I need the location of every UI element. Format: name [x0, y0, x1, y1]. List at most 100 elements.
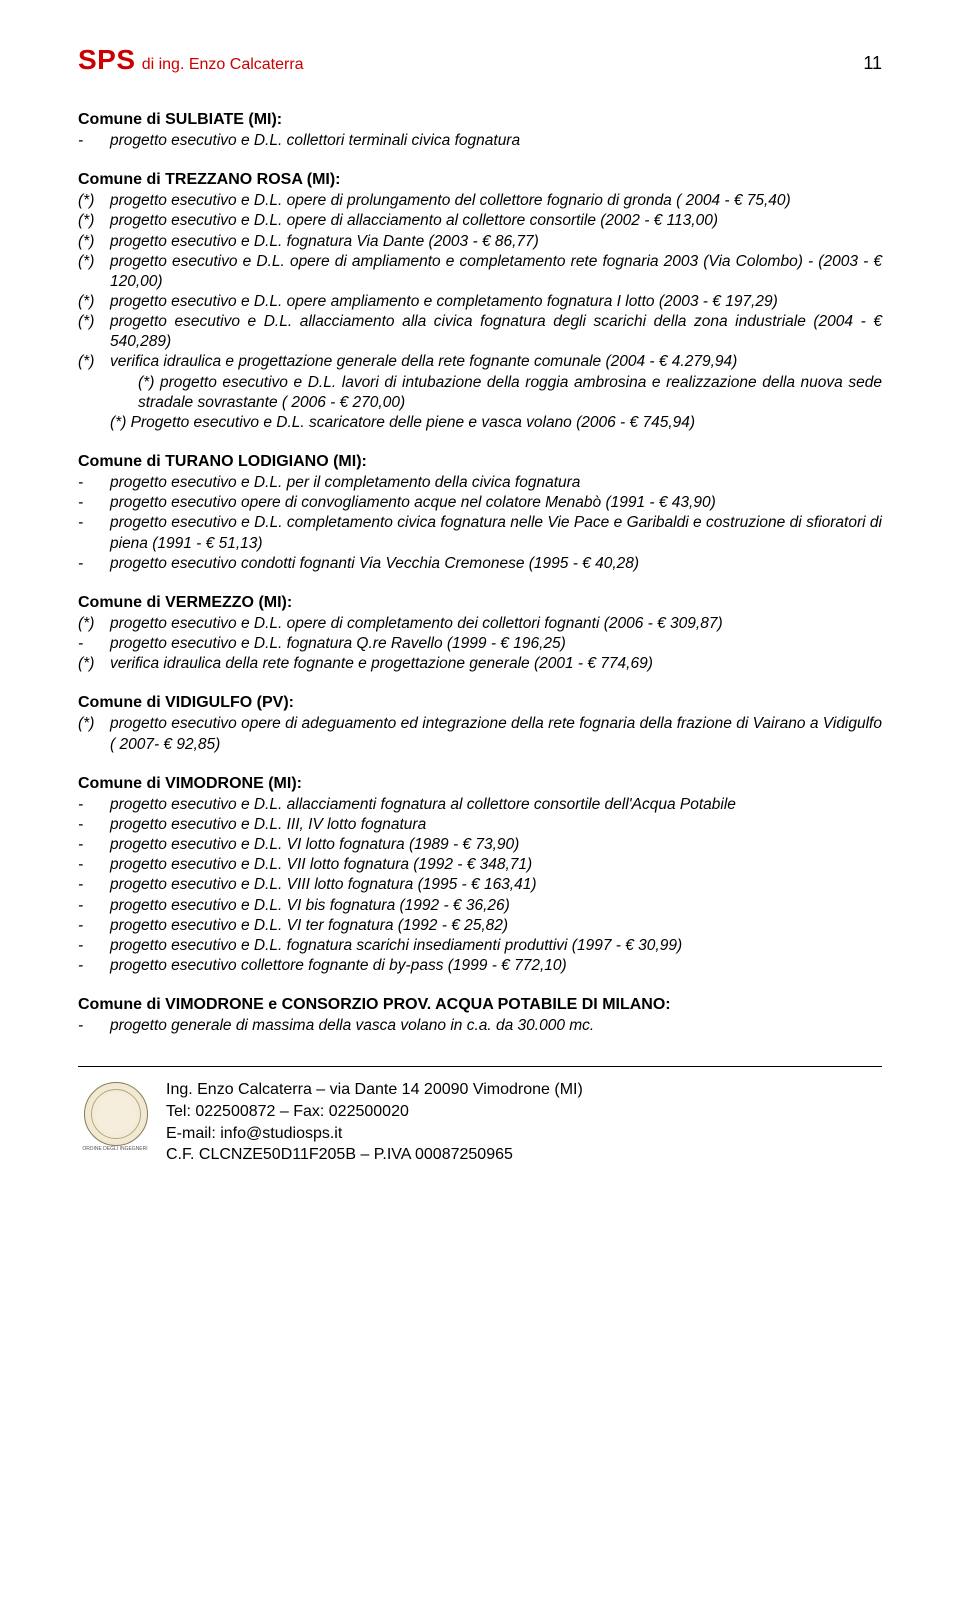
list-item: -progetto esecutivo opere di convogliame… [78, 493, 882, 513]
list-item-text: progetto esecutivo e D.L. VI lotto fogna… [110, 835, 882, 855]
list-item: (*) progetto esecutivo e D.L. lavori di … [78, 373, 882, 413]
list-item: -progetto esecutivo e D.L. allacciamenti… [78, 795, 882, 815]
list-item: (*)progetto esecutivo e D.L. opere di am… [78, 252, 882, 292]
list-item: -progetto esecutivo condotti fognanti Vi… [78, 554, 882, 574]
section-title: Comune di VIMODRONE (MI): [78, 773, 882, 794]
footer-lines: Ing. Enzo Calcaterra – via Dante 14 2009… [166, 1079, 583, 1165]
list-item-text: progetto esecutivo e D.L. VII lotto fogn… [110, 855, 882, 875]
list-item-text: progetto esecutivo opere di convogliamen… [110, 493, 882, 513]
list-marker: - [78, 554, 110, 574]
list-marker: (*) [78, 191, 110, 211]
footer: ORDINE DEGLI INGEGNERI Ing. Enzo Calcate… [78, 1079, 882, 1169]
page: SPS di ing. Enzo Calcaterra 11 Comune di… [0, 0, 960, 1219]
list-item: (*)progetto esecutivo e D.L. opere di co… [78, 614, 882, 634]
list-marker: (*) [78, 292, 110, 312]
section-title: Comune di VIDIGULFO (PV): [78, 692, 882, 713]
list-item-text: progetto generale di massima della vasca… [110, 1016, 882, 1036]
list-item-text: progetto esecutivo e D.L. opere di allac… [110, 211, 882, 231]
section-title: Comune di TREZZANO ROSA (MI): [78, 169, 882, 190]
list-item-text: progetto esecutivo e D.L. fognatura scar… [110, 936, 882, 956]
list-marker: (*) [78, 232, 110, 252]
list-item-text: progetto esecutivo e D.L. collettori ter… [110, 131, 882, 151]
section-title: Comune di VIMODRONE e CONSORZIO PROV. AC… [78, 994, 882, 1015]
section-title: Comune di SULBIATE (MI): [78, 109, 882, 130]
seal-caption: ORDINE DEGLI INGEGNERI [78, 1147, 152, 1153]
footer-line-2: Tel: 022500872 – Fax: 022500020 [166, 1101, 583, 1123]
list-item-text: progetto esecutivo e D.L. fognatura Via … [110, 232, 882, 252]
list-marker: (*) [78, 211, 110, 231]
list-item-text: progetto esecutivo e D.L. opere di ampli… [110, 252, 882, 292]
list-item-text: progetto esecutivo e D.L. opere di prolu… [110, 191, 882, 211]
list-marker: (*) [78, 312, 110, 352]
list-item: (*)progetto esecutivo e D.L. opere di pr… [78, 191, 882, 211]
list-item: -progetto esecutivo e D.L. per il comple… [78, 473, 882, 493]
list-item: -progetto esecutivo e D.L. III, IV lotto… [78, 815, 882, 835]
list-marker: - [78, 936, 110, 956]
list-marker: (*) [78, 614, 110, 634]
list-marker: - [78, 493, 110, 513]
list-item: (*)verifica idraulica e progettazione ge… [78, 352, 882, 372]
footer-line-3: E-mail: info@studiosps.it [166, 1123, 583, 1145]
list-item-text: progetto esecutivo e D.L. completamento … [110, 513, 882, 553]
list-item-text: progetto esecutivo collettore fognante d… [110, 956, 882, 976]
brand-sps: SPS [78, 44, 136, 75]
list-item-text: (*) progetto esecutivo e D.L. lavori di … [110, 373, 882, 413]
list-marker: - [78, 896, 110, 916]
list-marker: - [78, 875, 110, 895]
list-item-text: progetto esecutivo condotti fognanti Via… [110, 554, 882, 574]
list-item: -progetto esecutivo collettore fognante … [78, 956, 882, 976]
brand: SPS di ing. Enzo Calcaterra [78, 42, 304, 79]
list-item: (*) Progetto esecutivo e D.L. scaricator… [78, 413, 882, 433]
list-item-text: progetto esecutivo e D.L. allacciamento … [110, 312, 882, 352]
section-title: Comune di VERMEZZO (MI): [78, 592, 882, 613]
seal-stamp: ORDINE DEGLI INGEGNERI [78, 1079, 152, 1169]
section: Comune di SULBIATE (MI):-progetto esecut… [78, 109, 882, 151]
section: Comune di VIDIGULFO (PV):(*)progetto ese… [78, 692, 882, 754]
list-item-text: (*) Progetto esecutivo e D.L. scaricator… [110, 413, 882, 433]
list-marker: - [78, 916, 110, 936]
list-marker [78, 373, 110, 413]
seal-icon [84, 1082, 148, 1146]
list-marker: - [78, 815, 110, 835]
list-marker: - [78, 956, 110, 976]
list-marker: - [78, 131, 110, 151]
list-item-text: progetto esecutivo e D.L. III, IV lotto … [110, 815, 882, 835]
list-marker [78, 413, 110, 433]
list-item: (*)progetto esecutivo e D.L. fognatura V… [78, 232, 882, 252]
list-marker: (*) [78, 352, 110, 372]
list-item: -progetto esecutivo e D.L. fognatura sca… [78, 936, 882, 956]
list-marker: - [78, 795, 110, 815]
page-number: 11 [863, 52, 882, 76]
list-item-text: verifica idraulica e progettazione gener… [110, 352, 882, 372]
list-marker: - [78, 473, 110, 493]
list-item: (*)progetto esecutivo e D.L. opere di al… [78, 211, 882, 231]
list-item-text: progetto esecutivo e D.L. allacciamenti … [110, 795, 882, 815]
list-marker: - [78, 634, 110, 654]
list-item-text: progetto esecutivo e D.L. VIII lotto fog… [110, 875, 882, 895]
footer-line-1: Ing. Enzo Calcaterra – via Dante 14 2009… [166, 1079, 583, 1101]
list-item-text: progetto esecutivo e D.L. fognatura Q.re… [110, 634, 882, 654]
list-item-text: progetto esecutivo e D.L. opere ampliame… [110, 292, 882, 312]
list-item: -progetto esecutivo e D.L. VII lotto fog… [78, 855, 882, 875]
list-item: (*)progetto esecutivo e D.L. allacciamen… [78, 312, 882, 352]
header-row: SPS di ing. Enzo Calcaterra 11 [78, 42, 882, 79]
list-item-text: progetto esecutivo e D.L. VI ter fognatu… [110, 916, 882, 936]
list-marker: - [78, 1016, 110, 1036]
list-item: (*)progetto esecutivo e D.L. opere ampli… [78, 292, 882, 312]
footer-line-4: C.F. CLCNZE50D11F205B – P.IVA 0008725096… [166, 1144, 583, 1166]
brand-subtitle: di ing. Enzo Calcaterra [142, 56, 304, 73]
list-marker: - [78, 513, 110, 553]
section: Comune di VERMEZZO (MI):(*)progetto esec… [78, 592, 882, 675]
list-item: -progetto esecutivo e D.L. VI bis fognat… [78, 896, 882, 916]
list-item-text: progetto esecutivo e D.L. VI bis fognatu… [110, 896, 882, 916]
list-item: -progetto esecutivo e D.L. completamento… [78, 513, 882, 553]
section: Comune di VIMODRONE e CONSORZIO PROV. AC… [78, 994, 882, 1036]
list-marker: (*) [78, 714, 110, 754]
list-marker: (*) [78, 252, 110, 292]
list-item: (*)progetto esecutivo opere di adeguamen… [78, 714, 882, 754]
list-item-text: verifica idraulica della rete fognante e… [110, 654, 882, 674]
section: Comune di TURANO LODIGIANO (MI):-progett… [78, 451, 882, 574]
list-item: -progetto esecutivo e D.L. VI lotto fogn… [78, 835, 882, 855]
list-item: -progetto esecutivo e D.L. fognatura Q.r… [78, 634, 882, 654]
content-sections: Comune di SULBIATE (MI):-progetto esecut… [78, 109, 882, 1036]
